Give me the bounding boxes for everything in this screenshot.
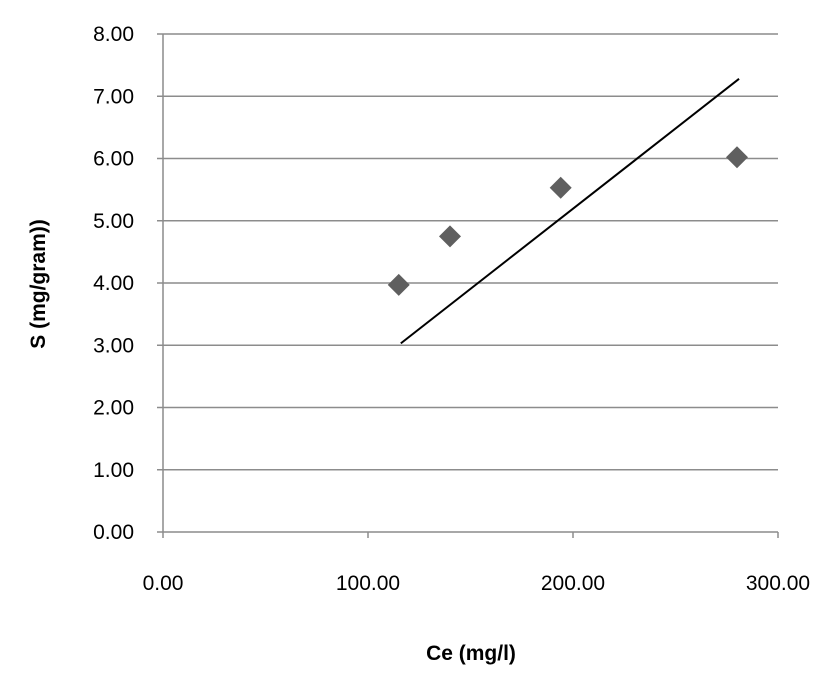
data-points	[387, 146, 748, 296]
x-tick-label: 100.00	[336, 572, 400, 595]
y-tick-label: 7.00	[93, 85, 134, 108]
y-tick-label: 1.00	[93, 459, 134, 482]
x-axis-title: Ce (mg/l)	[426, 642, 516, 665]
x-tick-label: 300.00	[746, 572, 810, 595]
x-tick-label: 200.00	[541, 572, 605, 595]
y-tick-label: 8.00	[93, 23, 134, 46]
x-tick-labels: 0.00 100.00 200.00 300.00	[143, 572, 811, 595]
y-tick-label: 4.00	[93, 272, 134, 295]
data-point-marker	[726, 146, 748, 169]
y-tick-label: 2.00	[93, 397, 134, 420]
axes	[157, 33, 779, 538]
trendline-layer	[400, 78, 740, 345]
y-tick-label: 6.00	[93, 148, 134, 171]
y-tick-labels: 0.00 1.00 2.00 3.00 4.00 5.00 6.00 7.00 8.00	[93, 23, 134, 544]
data-point-marker	[439, 225, 461, 248]
y-tick-label: 3.00	[93, 334, 134, 357]
data-point-marker	[387, 273, 410, 296]
x-tick-label: 0.00	[143, 572, 184, 595]
trendline	[400, 78, 740, 345]
data-point-marker	[549, 176, 572, 199]
y-axis-title: S (mg/gram))	[27, 219, 50, 349]
gridlines	[163, 33, 778, 471]
y-tick-label: 5.00	[93, 210, 134, 233]
y-tick-label: 0.00	[93, 521, 134, 544]
